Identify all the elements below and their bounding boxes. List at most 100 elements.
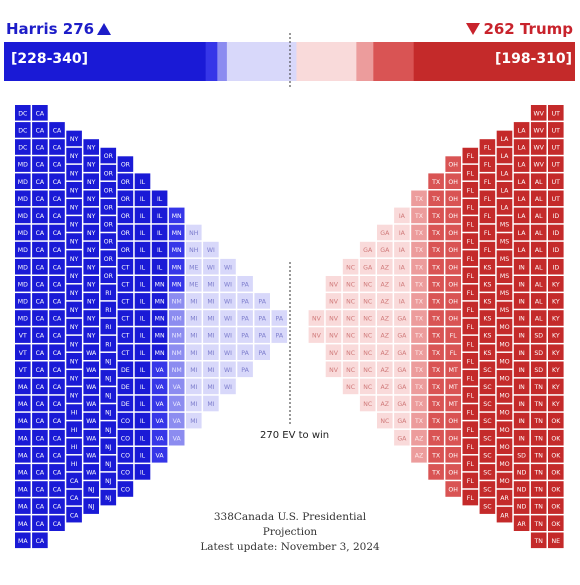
harris-cell: [168, 293, 185, 309]
trump-cell-label: OH: [448, 281, 458, 288]
trump-cell-label: OH: [448, 418, 458, 425]
trump-cell: [548, 378, 564, 395]
trump-cell: [462, 233, 479, 249]
harris-cell: [220, 258, 236, 275]
trump-cell: [462, 438, 479, 455]
trump-cell: [394, 395, 410, 412]
trump-cell-label: NV: [329, 299, 339, 306]
harris-cell-label: MI: [190, 299, 197, 306]
harris-cell: [117, 481, 134, 497]
trump-cell-label: MT: [449, 401, 458, 408]
harris-cell: [100, 267, 117, 284]
harris-cell-label: MA: [18, 487, 28, 494]
harris-cell: [168, 412, 185, 429]
trump-cell: [462, 181, 479, 198]
trump-cell-label: AZ: [381, 299, 389, 306]
harris-cell: [220, 276, 236, 292]
harris-cell: [134, 310, 151, 326]
harris-cell-label: CA: [70, 512, 79, 519]
harris-cell: [100, 489, 117, 506]
trump-cell: [530, 190, 547, 207]
harris-cell-label: CA: [36, 299, 45, 306]
harris-cell-label: CA: [36, 264, 45, 271]
harris-cell-label: OR: [104, 222, 114, 229]
harris-cell-label: NJ: [88, 487, 95, 494]
harris-cell-label: NY: [87, 247, 96, 254]
harris-cell: [15, 258, 31, 275]
harris-cell: [32, 105, 48, 121]
trump-cell-label: OK: [551, 504, 561, 511]
harris-cell: [151, 429, 168, 446]
trump-cell: [411, 344, 427, 360]
harris-cell-label: VA: [156, 384, 165, 391]
harris-cell: [168, 258, 185, 275]
trump-cell-label: TX: [414, 384, 424, 391]
trump-cell-label: UT: [552, 162, 561, 169]
trump-cell-label: MO: [499, 375, 509, 382]
trump-cell-label: MS: [500, 239, 509, 246]
trump-cell-label: LA: [518, 230, 527, 237]
trump-cell-label: TN: [533, 487, 543, 494]
harris-cell: [15, 122, 31, 138]
trump-cell: [445, 241, 461, 258]
harris-cell-label: CA: [53, 179, 62, 186]
trump-cell: [479, 498, 496, 514]
harris-cell: [15, 344, 31, 360]
harris-cell: [49, 156, 65, 172]
harris-cell-label: NY: [70, 273, 79, 280]
trump-cell: [394, 327, 410, 343]
summary-segment-harris: [205, 42, 218, 81]
trump-cell-label: GA: [363, 247, 373, 254]
trump-cell: [411, 395, 427, 412]
trump-cell: [530, 361, 547, 378]
trump-cell: [394, 207, 410, 224]
harris-cell: [32, 173, 48, 189]
threshold-label: 270 EV to win: [260, 430, 330, 441]
harris-cell-label: ME: [189, 281, 198, 288]
trump-cell: [428, 293, 444, 309]
harris-cell-label: DE: [121, 384, 130, 391]
trump-cell: [479, 310, 496, 326]
harris-cell: [237, 293, 253, 309]
harris-cell-label: NM: [172, 333, 182, 340]
harris-cell: [237, 327, 253, 343]
harris-cell-label: NY: [87, 333, 96, 340]
trump-cell: [462, 301, 479, 318]
trump-cell-label: AL: [535, 196, 543, 203]
trump-cell-label: ID: [553, 247, 560, 254]
trump-cell: [513, 258, 530, 275]
harris-cell: [66, 438, 82, 455]
harris-cell: [151, 258, 168, 275]
harris-cell-label: CO: [121, 435, 130, 442]
trump-cell: [359, 241, 376, 258]
harris-cell-label: MA: [18, 435, 28, 442]
harris-cell-label: RI: [105, 341, 111, 348]
harris-cell: [83, 156, 99, 172]
trump-cell-label: GA: [380, 230, 390, 237]
harris-cell-label: DC: [18, 145, 27, 152]
harris-cell: [32, 498, 48, 514]
trump-cell-label: TN: [533, 384, 543, 391]
harris-cell: [83, 429, 99, 446]
harris-cell: [186, 293, 202, 309]
summary-segment-trump: [413, 42, 575, 81]
harris-cell-label: NJ: [105, 393, 112, 400]
harris-cell-label: NY: [70, 136, 79, 143]
harris-cell: [134, 293, 151, 309]
harris-cell: [220, 310, 236, 326]
harris-cell: [254, 293, 270, 309]
harris-cell: [254, 344, 270, 360]
trump-cell: [411, 207, 427, 224]
trump-cell-label: TN: [533, 435, 543, 442]
harris-cell: [117, 310, 134, 326]
harris-cell: [151, 327, 168, 343]
harris-cell-label: NY: [70, 324, 79, 331]
trump-cell: [513, 498, 530, 514]
triangle-down-icon: [466, 23, 481, 35]
harris-cell: [151, 190, 168, 207]
trump-cell: [411, 276, 427, 292]
harris-cell: [134, 344, 151, 360]
harris-cell: [186, 344, 202, 360]
trump-cell-label: TX: [431, 384, 441, 391]
harris-cell-label: CA: [53, 435, 62, 442]
